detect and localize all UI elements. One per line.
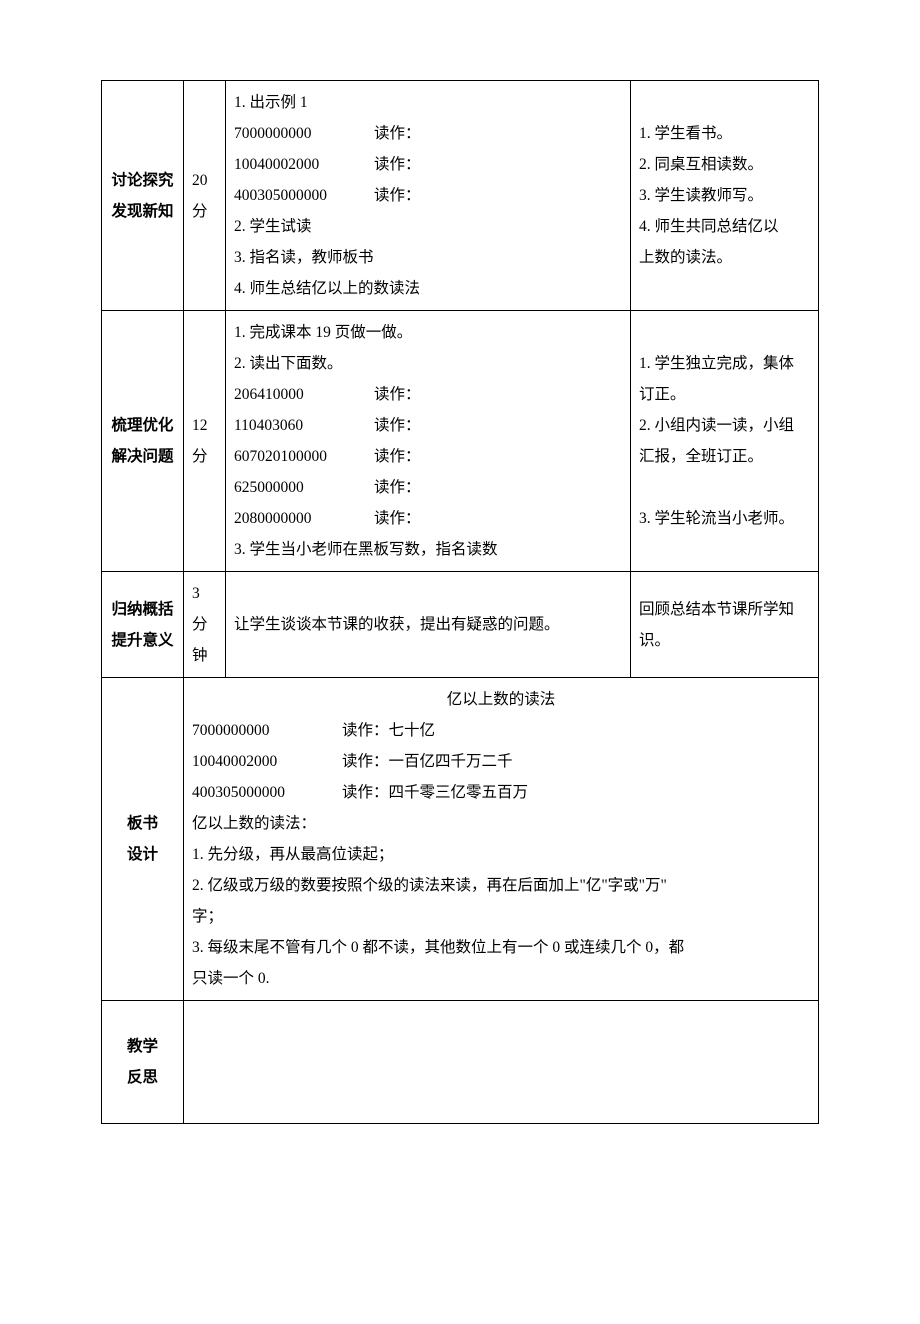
content-line: 4. 师生总结亿以上的数读法: [234, 273, 622, 304]
lesson-plan-table: 讨论探究 发现新知 20 分 1. 出示例 1 7000000000读作： 10…: [101, 80, 819, 1124]
content-line: 3. 学生当小老师在黑板写数，指名读数: [234, 534, 622, 565]
activity-line: 2. 小组内读一读，小组: [639, 410, 810, 441]
activity-cell: 回顾总结本节课所学知识。: [631, 572, 819, 678]
content-cell: 1. 出示例 1 7000000000读作： 10040002000读作： 40…: [226, 81, 631, 311]
activity-line: 4. 师生共同总结亿以: [639, 211, 810, 242]
content-line: 2. 学生试读: [234, 211, 622, 242]
stage-label: 梳理优化 解决问题: [102, 311, 184, 572]
stage-label-line: 设计: [110, 839, 175, 870]
content-line: 3. 指名读，教师板书: [234, 242, 622, 273]
board-subtitle: 亿以上数的读法：: [192, 808, 810, 839]
content-cell: 1. 完成课本 19 页做一做。 2. 读出下面数。 206410000读作： …: [226, 311, 631, 572]
board-title: 亿以上数的读法: [192, 684, 810, 715]
table-row: 讨论探究 发现新知 20 分 1. 出示例 1 7000000000读作： 10…: [102, 81, 819, 311]
stage-label: 归纳概括 提升意义: [102, 572, 184, 678]
stage-label-line: 梳理优化: [110, 410, 175, 441]
number-value: 2080000000: [234, 503, 374, 534]
content-line: 2. 读出下面数。: [234, 348, 622, 379]
activity-line: 2. 同桌互相读数。: [639, 149, 810, 180]
activity-line: 上数的读法。: [639, 242, 810, 273]
reading-label: 读作：: [374, 441, 421, 472]
number-value: 400305000000: [192, 777, 342, 808]
reading-value: 读作：一百亿四千万二千: [342, 746, 513, 777]
board-point: 3. 每级末尾不管有几个 0 都不读，其他数位上有一个 0 或连续几个 0，都: [192, 932, 810, 963]
number-value: 400305000000: [234, 180, 374, 211]
number-value: 110403060: [234, 410, 374, 441]
table-row: 梳理优化 解决问题 12 分 1. 完成课本 19 页做一做。 2. 读出下面数…: [102, 311, 819, 572]
time-cell: 20 分: [184, 81, 226, 311]
board-point: 字；: [192, 901, 810, 932]
number-value: 7000000000: [234, 118, 374, 149]
time-cell: 12 分: [184, 311, 226, 572]
reflection-cell: [184, 1001, 819, 1124]
stage-label: 板书 设计: [102, 678, 184, 1001]
table-row: 教学 反思: [102, 1001, 819, 1124]
number-value: 206410000: [234, 379, 374, 410]
table-row: 归纳概括 提升意义 3 分钟 让学生谈谈本节课的收获，提出有疑惑的问题。 回顾总…: [102, 572, 819, 678]
reading-label: 读作：: [374, 180, 421, 211]
reading-label: 读作：: [374, 410, 421, 441]
stage-label-line: 解决问题: [110, 441, 175, 472]
reading-label: 读作：: [374, 149, 421, 180]
reading-label: 读作：: [374, 379, 421, 410]
content-cell: 让学生谈谈本节课的收获，提出有疑惑的问题。: [226, 572, 631, 678]
time-cell: 3 分钟: [184, 572, 226, 678]
activity-line: 3. 学生轮流当小老师。: [639, 503, 810, 534]
board-design-cell: 亿以上数的读法 7000000000读作：七十亿 10040002000读作：一…: [184, 678, 819, 1001]
activity-cell: 1. 学生看书。 2. 同桌互相读数。 3. 学生读教师写。 4. 师生共同总结…: [631, 81, 819, 311]
stage-label-line: 提升意义: [110, 625, 175, 656]
stage-label-line: 教学: [110, 1031, 175, 1062]
number-value: 607020100000: [234, 441, 374, 472]
stage-label-line: 发现新知: [110, 196, 175, 227]
activity-line: 订正。: [639, 379, 810, 410]
reading-value: 读作：四千零三亿零五百万: [342, 777, 528, 808]
stage-label: 教学 反思: [102, 1001, 184, 1124]
activity-line: 1. 学生看书。: [639, 118, 810, 149]
board-point: 2. 亿级或万级的数要按照个级的读法来读，再在后面加上"亿"字或"万": [192, 870, 810, 901]
lesson-plan-page: 讨论探究 发现新知 20 分 1. 出示例 1 7000000000读作： 10…: [101, 80, 819, 1124]
stage-label-line: 板书: [110, 808, 175, 839]
number-value: 10040002000: [192, 746, 342, 777]
content-line: 1. 完成课本 19 页做一做。: [234, 317, 622, 348]
reading-label: 读作：: [374, 472, 421, 503]
table-row: 板书 设计 亿以上数的读法 7000000000读作：七十亿 100400020…: [102, 678, 819, 1001]
reading-label: 读作：: [374, 503, 421, 534]
activity-line: 1. 学生独立完成，集体: [639, 348, 810, 379]
reading-label: 读作：: [374, 118, 421, 149]
number-value: 10040002000: [234, 149, 374, 180]
board-point: 1. 先分级，再从最高位读起；: [192, 839, 810, 870]
activity-line: 3. 学生读教师写。: [639, 180, 810, 211]
number-value: 625000000: [234, 472, 374, 503]
activity-line: [639, 472, 810, 503]
activity-cell: 1. 学生独立完成，集体 订正。 2. 小组内读一读，小组 汇报，全班订正。 3…: [631, 311, 819, 572]
content-line: 1. 出示例 1: [234, 87, 622, 118]
number-value: 7000000000: [192, 715, 342, 746]
stage-label-line: 讨论探究: [110, 165, 175, 196]
stage-label: 讨论探究 发现新知: [102, 81, 184, 311]
stage-label-line: 反思: [110, 1062, 175, 1093]
reading-value: 读作：七十亿: [342, 715, 435, 746]
stage-label-line: 归纳概括: [110, 594, 175, 625]
activity-line: 汇报，全班订正。: [639, 441, 810, 472]
board-point: 只读一个 0.: [192, 963, 810, 994]
